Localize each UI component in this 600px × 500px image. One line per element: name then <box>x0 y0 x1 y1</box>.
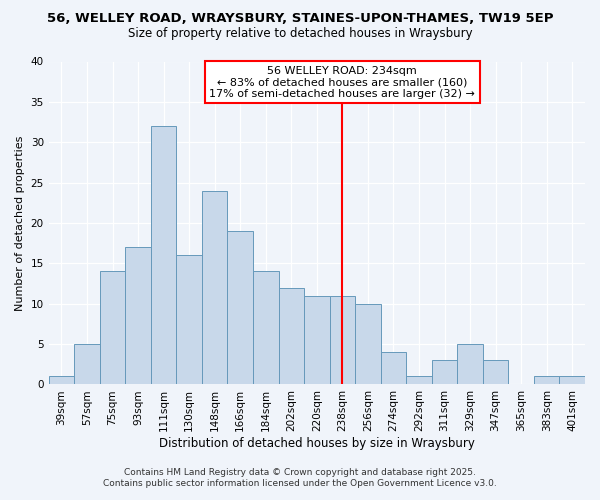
Bar <box>406 376 432 384</box>
Bar <box>202 190 227 384</box>
Text: 56 WELLEY ROAD: 234sqm
← 83% of detached houses are smaller (160)
17% of semi-de: 56 WELLEY ROAD: 234sqm ← 83% of detached… <box>209 66 475 98</box>
Bar <box>125 247 151 384</box>
Bar <box>176 256 202 384</box>
Bar <box>151 126 176 384</box>
Bar <box>534 376 559 384</box>
Text: 56, WELLEY ROAD, WRAYSBURY, STAINES-UPON-THAMES, TW19 5EP: 56, WELLEY ROAD, WRAYSBURY, STAINES-UPON… <box>47 12 553 26</box>
Bar <box>278 288 304 384</box>
Bar <box>304 296 329 384</box>
Y-axis label: Number of detached properties: Number of detached properties <box>15 136 25 310</box>
Bar <box>253 272 278 384</box>
Bar <box>49 376 74 384</box>
Bar <box>100 272 125 384</box>
Bar <box>559 376 585 384</box>
Bar <box>457 344 483 385</box>
Bar <box>432 360 457 384</box>
X-axis label: Distribution of detached houses by size in Wraysbury: Distribution of detached houses by size … <box>159 437 475 450</box>
Bar <box>483 360 508 384</box>
Text: Size of property relative to detached houses in Wraysbury: Size of property relative to detached ho… <box>128 28 472 40</box>
Bar <box>380 352 406 384</box>
Bar <box>355 304 380 384</box>
Bar <box>329 296 355 384</box>
Text: Contains HM Land Registry data © Crown copyright and database right 2025.
Contai: Contains HM Land Registry data © Crown c… <box>103 468 497 487</box>
Bar <box>74 344 100 385</box>
Bar <box>227 231 253 384</box>
